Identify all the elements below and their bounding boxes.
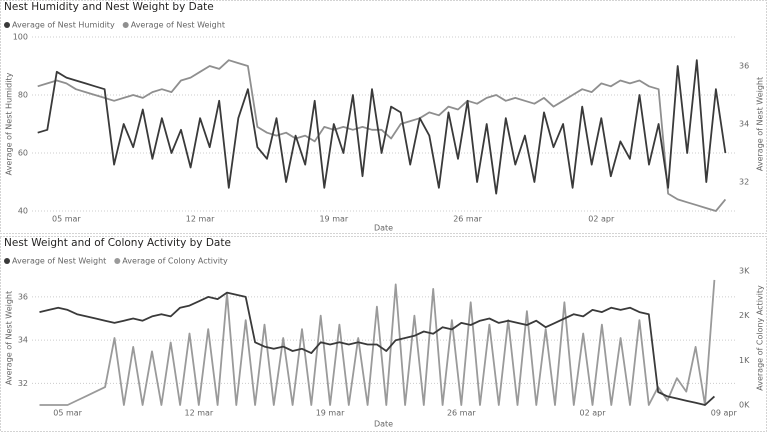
legend-label: Average of Nest Weight — [12, 257, 106, 266]
y-tick-label: 60 — [18, 149, 28, 158]
x-tick-label: 12 mar — [184, 409, 213, 418]
legend-label: Average of Nest Humidity — [12, 21, 115, 30]
x-tick-label: 19 mar — [316, 409, 345, 418]
y2-tick-label: 34 — [739, 120, 749, 129]
y2-axis-title: Average of Nest Weight — [756, 77, 765, 171]
legend-marker — [4, 258, 10, 264]
x-tick-label: 05 mar — [52, 215, 81, 224]
y-tick-label: 36 — [18, 292, 28, 301]
y-axis-title: Average of Nest Weight — [5, 291, 14, 385]
chart-frame — [0, 0, 767, 234]
y-tick-label: 100 — [13, 33, 28, 42]
x-tick-label: 09 apr — [711, 409, 738, 418]
y2-axis-title: Average of Colony Activity — [756, 285, 765, 391]
data-line — [37, 59, 727, 195]
y-axis-title: Average of Nest Humidity — [5, 72, 14, 175]
legend-marker — [122, 22, 129, 28]
x-tick-label: 02 apr — [588, 215, 615, 224]
x-tick-label: 02 apr — [580, 409, 607, 418]
x-tick-label: 19 mar — [319, 215, 348, 224]
legend-label: Average of Nest Weight — [131, 21, 225, 30]
y-tick-label: 34 — [18, 336, 28, 345]
y2-tick-label: 2K — [739, 311, 750, 320]
y2-tick-label: 36 — [739, 62, 749, 71]
x-tick-label: 26 mar — [447, 409, 476, 418]
x-axis-title: Date — [374, 420, 393, 429]
legend-marker — [4, 22, 10, 28]
y2-tick-label: 1K — [739, 356, 750, 365]
y2-tick-label: 0K — [739, 401, 750, 410]
chart-title: Nest Humidity and Nest Weight by Date — [4, 1, 214, 13]
chart-title: Nest Weight and of Colony Activity by Da… — [4, 237, 231, 249]
x-axis-title: Date — [374, 224, 393, 233]
x-tick-label: 05 mar — [53, 409, 82, 418]
y-tick-label: 80 — [18, 91, 28, 100]
y2-tick-label: 32 — [739, 178, 749, 187]
y2-tick-label: 3K — [739, 267, 750, 276]
data-line — [37, 59, 727, 212]
y-tick-label: 40 — [18, 207, 28, 216]
x-tick-label: 26 mar — [453, 215, 482, 224]
x-tick-label: 12 mar — [186, 215, 215, 224]
legend-marker — [114, 258, 121, 264]
data-line — [39, 291, 716, 406]
data-line — [39, 279, 716, 406]
y-tick-label: 32 — [18, 379, 28, 388]
legend-label: Average of Colony Activity — [122, 257, 228, 266]
